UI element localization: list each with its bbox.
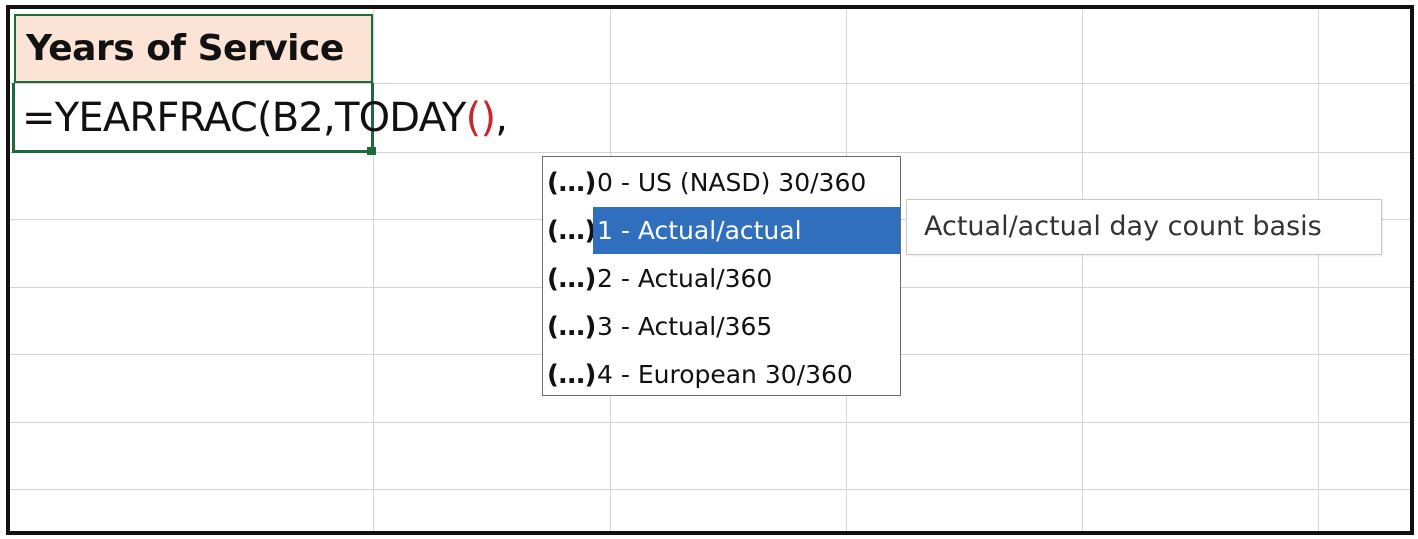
formula-suffix: , [495, 95, 508, 141]
constant-icon: (...) [547, 311, 596, 342]
autocomplete-item-label: 1 - Actual/actual [593, 207, 900, 254]
constant-icon: (...) [547, 263, 596, 294]
argument-tooltip: Actual/actual day count basis [906, 199, 1382, 255]
row-gridline [10, 83, 1410, 84]
column-gridline [1318, 9, 1319, 531]
formula-close-paren: ) [480, 95, 496, 141]
autocomplete-dropdown: (...) 0 - US (NASD) 30/360 (...) 1 - Act… [542, 156, 901, 396]
fill-handle[interactable] [367, 147, 376, 155]
row-gridline [10, 489, 1410, 490]
column-gridline [1082, 9, 1083, 531]
spreadsheet-frame: Years of Service =YEARFRAC(B2,TODAY(), (… [6, 5, 1414, 535]
constant-icon: (...) [547, 215, 596, 246]
row-gridline [10, 152, 1410, 153]
constant-icon: (...) [547, 359, 596, 390]
header-cell[interactable]: Years of Service [14, 14, 373, 83]
constant-icon: (...) [547, 167, 596, 198]
tooltip-text: Actual/actual day count basis [924, 211, 1322, 242]
autocomplete-item-label: 4 - European 30/360 [597, 360, 853, 389]
formula-open-paren: ( [465, 95, 482, 141]
autocomplete-item[interactable]: (...) 3 - Actual/365 [543, 303, 900, 350]
row-gridline [10, 422, 1410, 423]
column-gridline [373, 9, 374, 531]
formula-prefix: =YEARFRAC(B2,TODAY [22, 95, 466, 141]
active-edit-cell[interactable] [12, 83, 374, 153]
autocomplete-item[interactable]: (...) 4 - European 30/360 [543, 351, 900, 398]
autocomplete-item[interactable]: (...) 0 - US (NASD) 30/360 [543, 159, 900, 206]
autocomplete-item-selected[interactable]: (...) 1 - Actual/actual [543, 207, 900, 254]
formula-text[interactable]: =YEARFRAC(B2,TODAY(), [22, 95, 508, 141]
autocomplete-item-label: 2 - Actual/360 [597, 264, 773, 293]
autocomplete-item-label: 0 - US (NASD) 30/360 [597, 168, 867, 197]
header-cell-text: Years of Service [26, 28, 344, 69]
autocomplete-item[interactable]: (...) 2 - Actual/360 [543, 255, 900, 302]
autocomplete-item-label: 3 - Actual/365 [597, 312, 773, 341]
